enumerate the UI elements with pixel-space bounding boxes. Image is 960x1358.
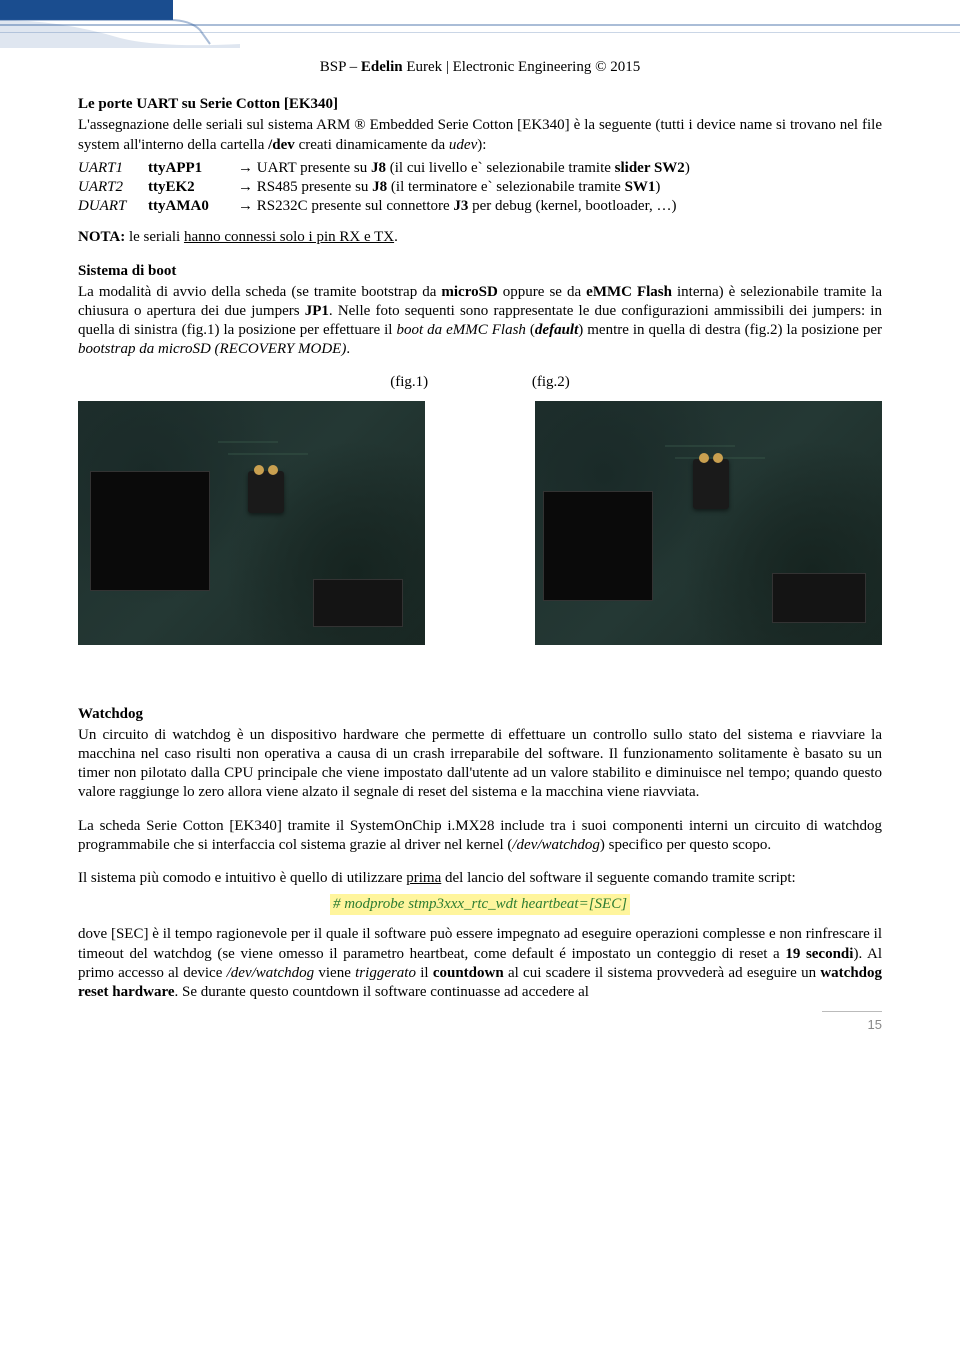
fig2-label: (fig.2) [532,373,570,392]
figures-row [78,401,882,645]
header-banner [0,0,960,48]
uart-title: Le porte UART su Serie Cotton [EK340] [78,95,882,114]
footer-rule [822,1011,882,1012]
doc-header: BSP – Edelin Eurek | Electronic Engineer… [78,58,882,77]
figure-1 [78,401,425,645]
watchdog-p4: dove [SEC] è il tempo ragionevole per il… [78,925,882,1002]
uart-table: UART1 ttyAPP1 → UART presente su J8 (il … [78,159,882,217]
watchdog-p3: Il sistema più comodo e intuitivo è quel… [78,869,882,888]
uart-nota: NOTA: le seriali hanno connessi solo i p… [78,228,882,247]
watchdog-title: Watchdog [78,705,882,724]
figure-2 [535,401,882,645]
boot-title: Sistema di boot [78,262,882,281]
uart-row: UART1 ttyAPP1 → UART presente su J8 (il … [78,159,882,178]
watchdog-p2: La scheda Serie Cotton [EK340] tramite i… [78,817,882,855]
uart-row: DUART ttyAMA0 → RS232C presente sul conn… [78,197,882,216]
boot-para: La modalità di avvio della scheda (se tr… [78,283,882,360]
uart-row: UART2 ttyEK2 → RS485 presente su J8 (il … [78,178,882,197]
page-number: 15 [868,1017,882,1032]
fig1-label: (fig.1) [390,373,428,392]
page-content: BSP – Edelin Eurek | Electronic Engineer… [0,48,960,1046]
uart-intro: L'assegnazione delle seriali sul sistema… [78,116,882,154]
header-prefix: BSP – [320,59,361,75]
watchdog-p1: Un circuito di watchdog è un dispositivo… [78,726,882,803]
header-rest: Eurek | Electronic Engineering © 2015 [403,59,641,75]
watchdog-command: # modprobe stmp3xxx_rtc_wdt heartbeat=[S… [330,894,630,915]
figure-labels: (fig.1) (fig.2) [78,373,882,392]
header-brand: Edelin [361,59,403,75]
